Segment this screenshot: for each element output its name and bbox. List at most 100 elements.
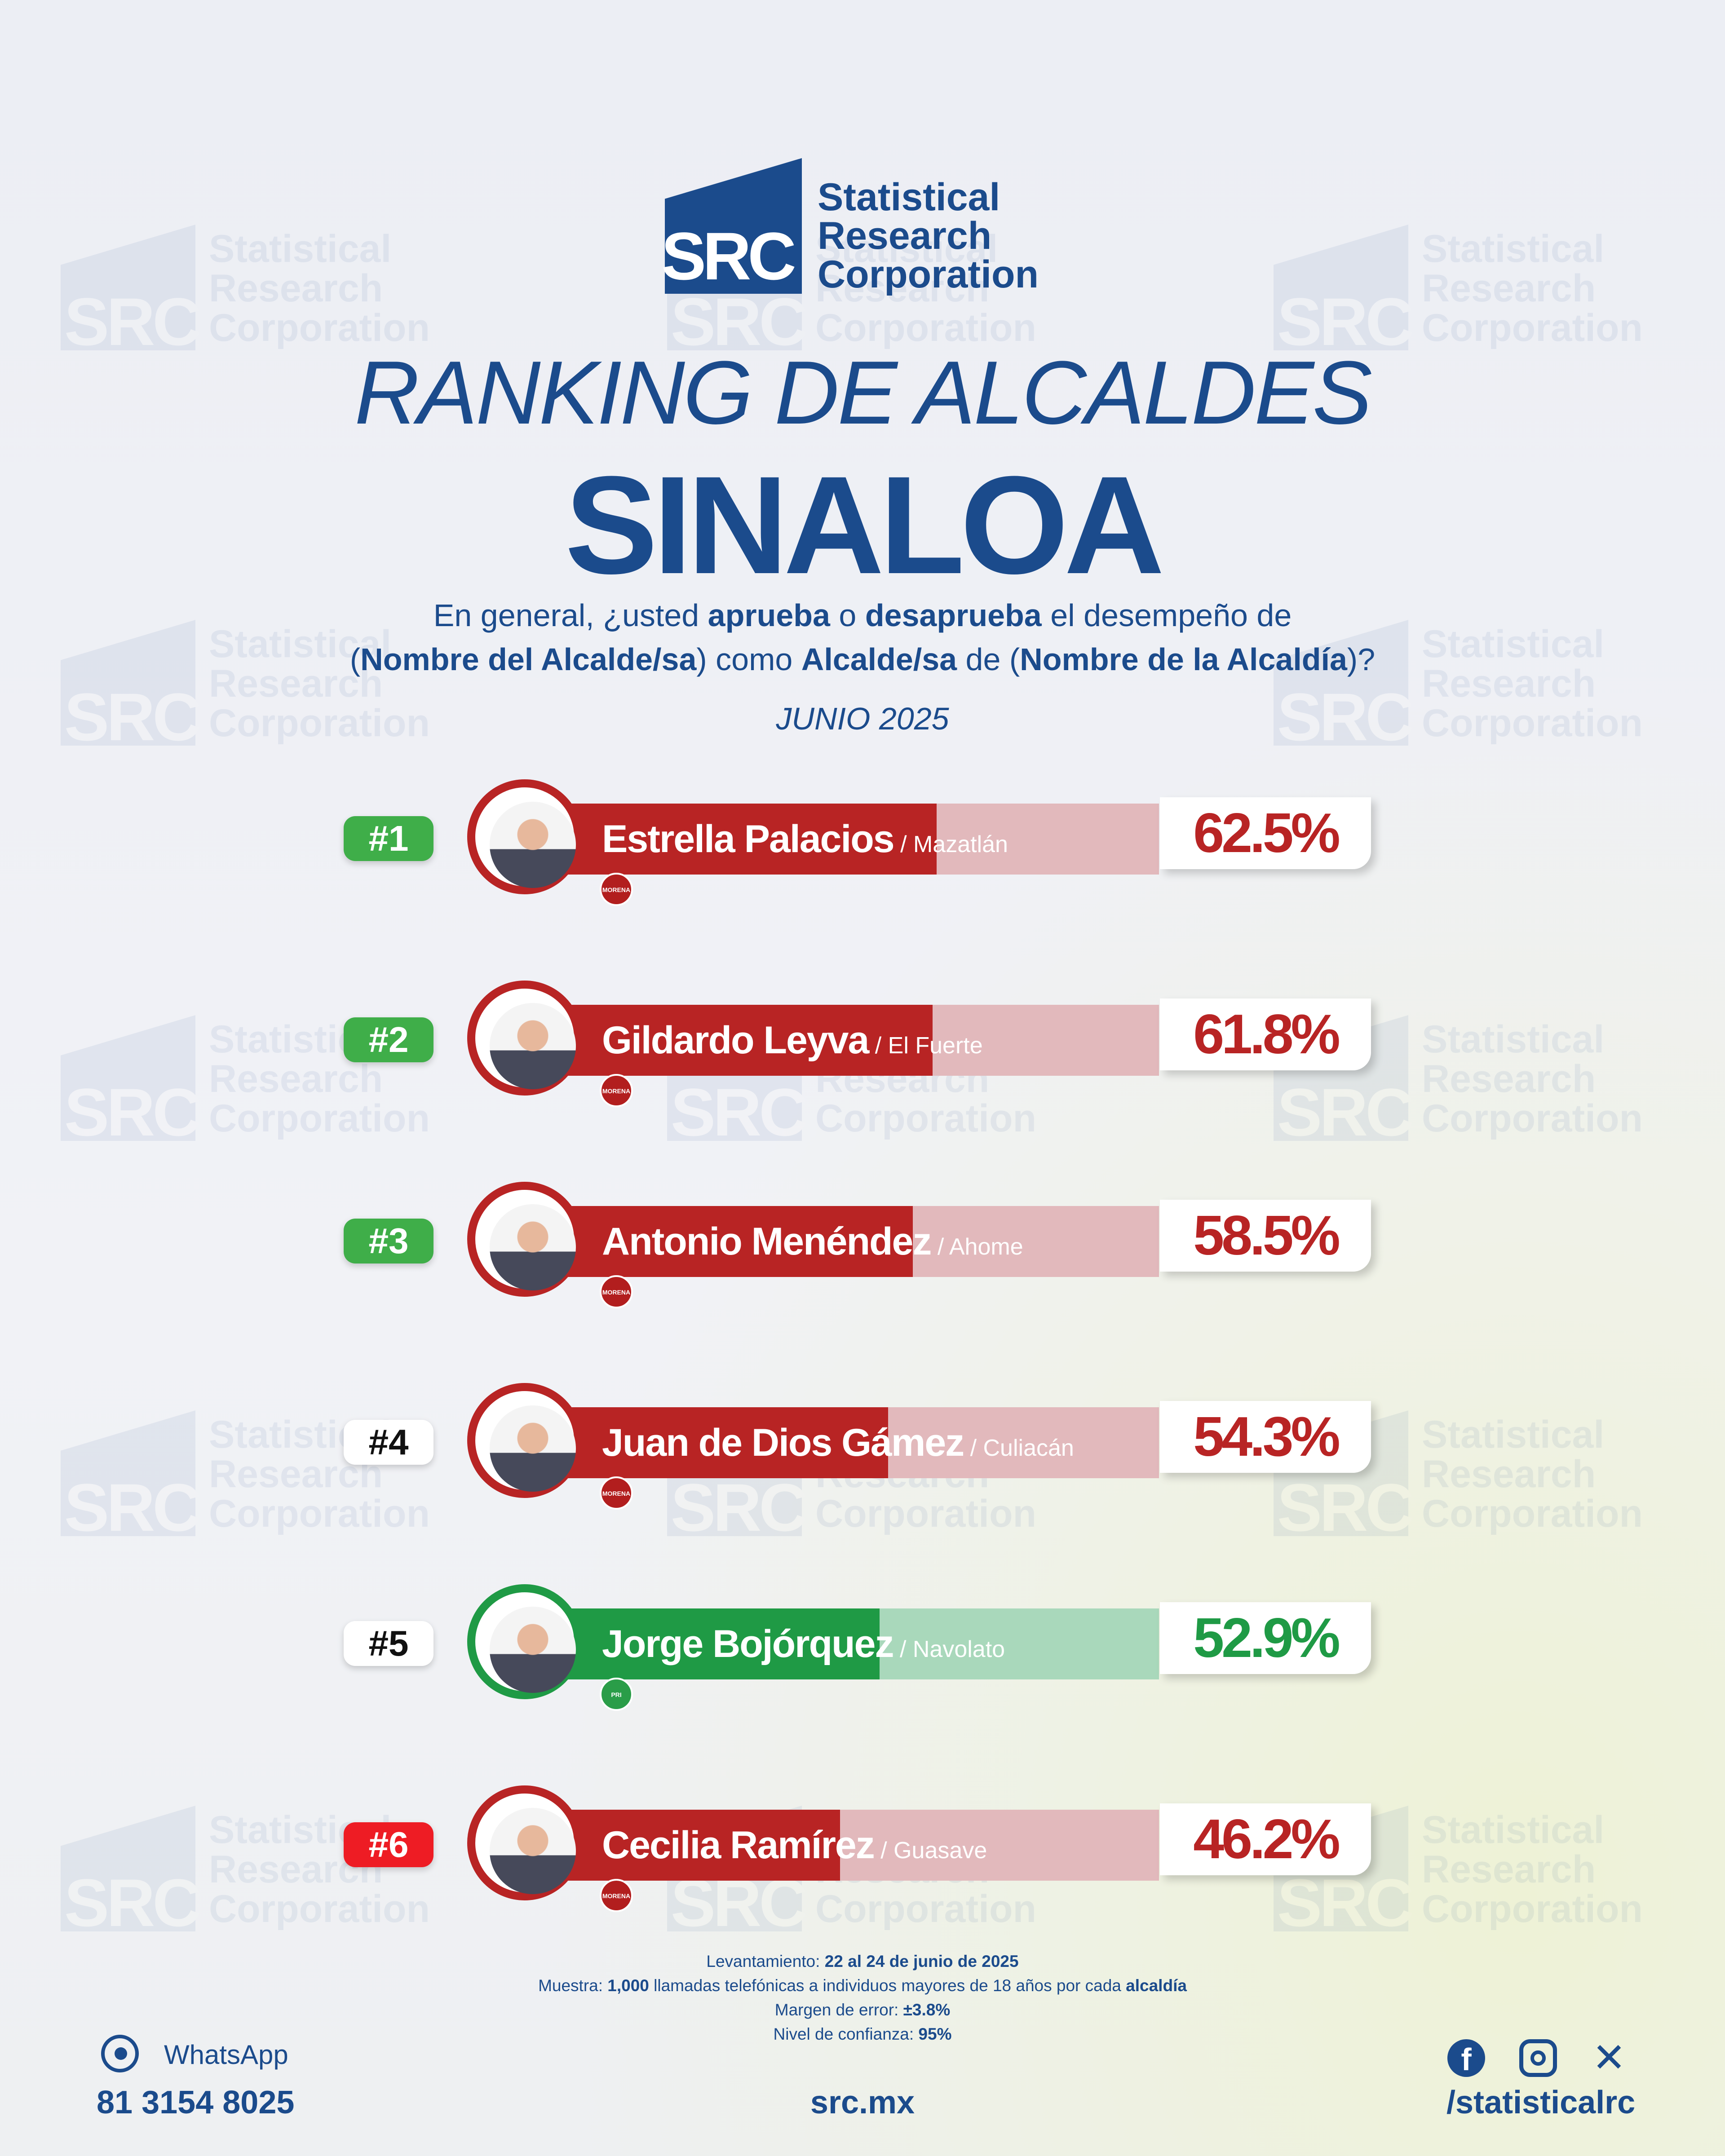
question-line-2: (Nombre del Alcalde/sa) como Alcalde/sa … xyxy=(0,641,1725,677)
ranking-row: #2 Gildardo Leyva / El Fuerte 61.8% MORENA xyxy=(0,981,1725,1107)
data-label: 52.9% xyxy=(1193,1607,1340,1669)
mayor-name: Estrella Palacios xyxy=(602,817,895,861)
rank-badge: #4 xyxy=(344,1420,433,1465)
city-name: / Culiacán xyxy=(964,1435,1074,1461)
party-logo-icon: PRI xyxy=(600,1678,633,1711)
photo xyxy=(490,1607,576,1693)
logo-mark-text: SRC xyxy=(661,218,796,294)
bar-label: Estrella Palacios / Mazatlán xyxy=(602,804,1008,875)
text-segment: 1,000 xyxy=(607,1976,649,1995)
bar-fill xyxy=(566,1608,880,1679)
text-segment: Margen de error: xyxy=(774,2001,903,2019)
text-segment: aprueba xyxy=(708,598,830,633)
ranking-row: #3 Antonio Menéndez / Ahome 58.5% MORENA xyxy=(0,1182,1725,1308)
bar-fill xyxy=(566,1206,913,1277)
avatar xyxy=(467,1383,582,1498)
mayor-name: Gildardo Leyva xyxy=(602,1019,869,1062)
text-segment: Nombre del Alcalde/sa xyxy=(360,642,697,677)
rank-badge: #1 xyxy=(344,816,433,861)
bar-label: Cecilia Ramírez / Guasave xyxy=(602,1810,987,1881)
city-name: / Ahome xyxy=(931,1234,1023,1260)
bar-fill xyxy=(566,804,937,875)
methodology-line-4: Nivel de confianza: 95% xyxy=(0,2025,1725,2044)
bar-fill xyxy=(566,1005,933,1076)
percent-box xyxy=(1160,1200,1371,1272)
page-subtitle: SINALOA xyxy=(565,447,1165,603)
bar-fill xyxy=(566,1810,840,1881)
page-title: RANKING DE ALCALDES xyxy=(354,343,1372,443)
text-segment: Nivel de confianza: xyxy=(773,2025,919,2043)
text-segment: Alcalde/sa xyxy=(801,642,957,677)
text-segment: En general, ¿usted xyxy=(433,598,708,633)
instagram-icon[interactable] xyxy=(1519,2039,1557,2077)
data-label: 46.2% xyxy=(1193,1808,1340,1870)
text-segment: )? xyxy=(1347,642,1376,677)
avatar xyxy=(467,1584,582,1699)
methodology-line-1: Levantamiento: 22 al 24 de junio de 2025 xyxy=(0,1952,1725,1971)
mayor-name: Juan de Dios Gámez xyxy=(602,1421,964,1464)
text-segment: Muestra: xyxy=(538,1976,608,1995)
party-logo-icon: MORENA xyxy=(600,1074,633,1107)
text-segment: Nombre de la Alcaldía xyxy=(1020,642,1347,677)
city-name: / Navolato xyxy=(893,1636,1005,1662)
percent-box xyxy=(1160,1401,1371,1473)
photo xyxy=(490,1003,576,1089)
bar-label: Juan de Dios Gámez / Culiacán xyxy=(602,1407,1074,1478)
text-segment: alcaldía xyxy=(1126,1976,1187,1995)
whatsapp-icon[interactable] xyxy=(101,2035,139,2072)
phone-number[interactable]: 81 3154 8025 xyxy=(97,2085,295,2121)
survey-date: JUNIO 2025 xyxy=(776,701,949,736)
photo xyxy=(490,1204,576,1290)
methodology-line-3: Margen de error: ±3.8% xyxy=(0,2001,1725,2019)
ranking-row: #1 Estrella Palacios / Mazatlán 62.5% MOREN… xyxy=(0,779,1725,906)
social-handle[interactable]: /statisticalrc xyxy=(1446,2085,1636,2121)
rank-badge: #2 xyxy=(344,1017,433,1062)
ranking-row: #4 Juan de Dios Gámez / Culiacán 54.3% MORE… xyxy=(0,1383,1725,1510)
website-link[interactable]: src.mx xyxy=(810,2085,915,2121)
x-icon[interactable]: ✕ xyxy=(1592,2036,1626,2081)
party-logo-icon: MORENA xyxy=(600,1275,633,1308)
text-segment: desaprueba xyxy=(865,598,1042,633)
bar-label: Jorge Bojórquez / Navolato xyxy=(602,1608,1005,1679)
avatar xyxy=(467,1182,582,1297)
photo xyxy=(490,802,576,888)
avatar xyxy=(467,1785,582,1900)
percent-box xyxy=(1160,998,1371,1070)
mayor-name: Cecilia Ramírez xyxy=(602,1824,875,1867)
facebook-icon[interactable]: f xyxy=(1447,2039,1485,2077)
city-name: / Guasave xyxy=(874,1838,987,1864)
mayor-name: Jorge Bojórquez xyxy=(602,1622,894,1666)
ranking-row: #6 Cecilia Ramírez / Guasave 46.2% MORENA xyxy=(0,1785,1725,1912)
avatar xyxy=(467,779,582,894)
text-segment: o xyxy=(830,598,865,633)
whatsapp-label: WhatsApp xyxy=(164,2040,288,2070)
bar-label: Gildardo Leyva / El Fuerte xyxy=(602,1005,983,1076)
rank-badge: #6 xyxy=(344,1822,433,1867)
text-segment: Levantamiento: xyxy=(706,1952,825,1970)
text-segment: ) como xyxy=(696,642,801,677)
city-name: / El Fuerte xyxy=(868,1033,983,1059)
text-segment: de ( xyxy=(957,642,1020,677)
data-label: 58.5% xyxy=(1193,1205,1340,1267)
text-segment: 95% xyxy=(918,2025,952,2043)
rank-badge: #3 xyxy=(344,1219,433,1264)
percent-box xyxy=(1160,797,1371,869)
text-segment: ±3.8% xyxy=(903,2001,951,2019)
city-name: / Mazatlán xyxy=(893,831,1008,857)
party-logo-icon: MORENA xyxy=(600,873,633,906)
logo-wordmark: Statistical Research Corporation xyxy=(818,176,1039,296)
data-label: 54.3% xyxy=(1193,1406,1340,1468)
text-segment: 22 al 24 de junio de 2025 xyxy=(824,1952,1019,1970)
bar-label: Antonio Menéndez / Ahome xyxy=(602,1206,1023,1277)
percent-box xyxy=(1160,1602,1371,1674)
text-segment: el desempeño de xyxy=(1041,598,1292,633)
src-logo: SRC Statistical Research Corporation xyxy=(661,158,1069,306)
ranking-row: #5 Jorge Bojórquez / Navolato 52.9% PRI xyxy=(0,1584,1725,1711)
text-segment: ( xyxy=(349,642,361,677)
